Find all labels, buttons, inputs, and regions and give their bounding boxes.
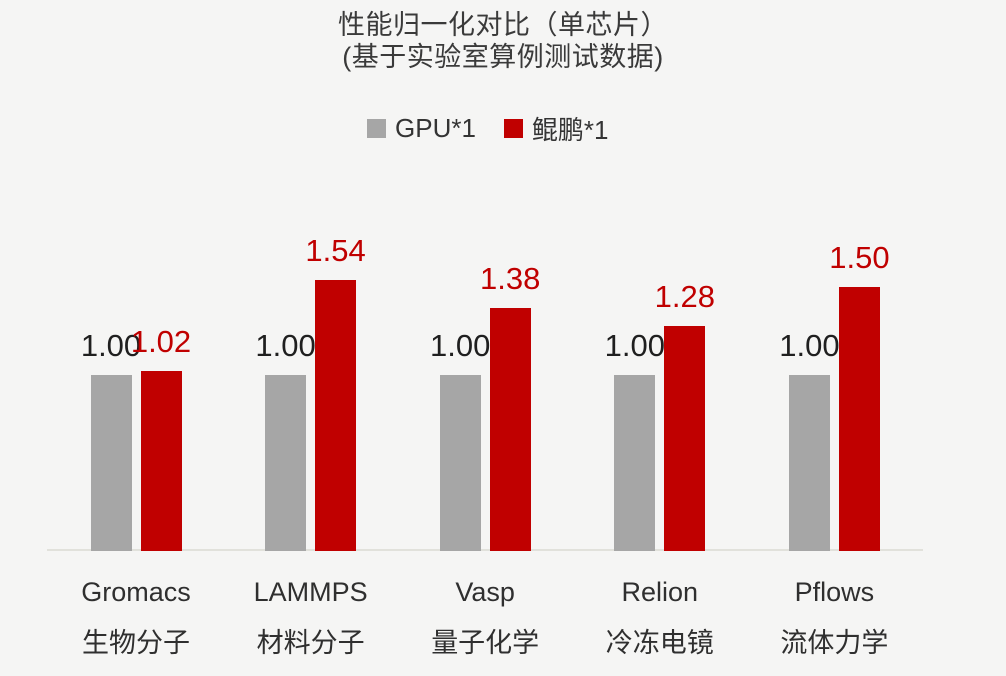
bar-gpu-pflows (788, 375, 830, 551)
category-label-gromacs: Gromacs (81, 577, 191, 607)
bar-value-label-gpu-relion: 1.00 (604, 328, 665, 363)
bar-gpu-gromacs (90, 375, 132, 551)
category-sublabel-lammps: 材料分子 (256, 628, 365, 658)
legend-swatch-gpu (367, 118, 386, 138)
chart-title-line2: (基于实验室算例测试数据) (342, 42, 664, 72)
category-sublabel-relion: 冷冻电镜 (605, 628, 714, 658)
legend-item-kunpeng: 鲲鹏*1 (503, 110, 609, 147)
bar-value-label-kunpeng-relion: 1.28 (654, 279, 715, 314)
category-sublabel-vasp: 量子化学 (431, 628, 540, 658)
chart-title: 性能归一化对比（单芯片） (基于实验室算例测试数据) (0, 9, 1006, 73)
legend-label-kunpeng: 鲲鹏*1 (531, 114, 609, 145)
bar-value-label-kunpeng-pflows: 1.50 (829, 240, 890, 275)
category-sublabel-gromacs: 生物分子 (82, 628, 190, 658)
bar-kunpeng-pflows (838, 287, 880, 551)
bar-kunpeng-relion (664, 326, 706, 551)
category-sublabel-pflows: 流体力学 (780, 628, 889, 658)
category-label-relion: Relion (621, 577, 699, 607)
bar-value-label-kunpeng-vasp: 1.38 (480, 261, 541, 296)
legend: GPU*1 鲲鹏*1 (367, 110, 609, 147)
bar-value-label-gpu-vasp: 1.00 (430, 328, 491, 363)
bar-value-label-gpu-gromacs: 1.00 (80, 328, 142, 363)
bar-gpu-vasp (439, 375, 481, 551)
category-label-lammps: LAMMPS (253, 577, 368, 607)
bar-kunpeng-gromacs (140, 371, 182, 551)
bar-gpu-relion (614, 375, 656, 551)
bar-value-label-kunpeng-lammps: 1.54 (305, 233, 366, 268)
category-label-pflows: Pflows (794, 577, 875, 607)
legend-label-gpu: GPU*1 (395, 112, 476, 143)
x-axis-line (47, 549, 923, 551)
category-label-vasp: Vasp (455, 577, 515, 607)
chart-title-line1: 性能归一化对比（单芯片） (338, 10, 668, 40)
bar-value-label-kunpeng-gromacs: 1.02 (130, 324, 192, 359)
bar-value-label-gpu-pflows: 1.00 (779, 328, 840, 363)
legend-item-gpu: GPU*1 (367, 113, 476, 144)
bar-gpu-lammps (265, 375, 307, 551)
legend-swatch-kunpeng (503, 118, 523, 138)
bar-kunpeng-lammps (315, 280, 357, 551)
bar-value-label-gpu-lammps: 1.00 (255, 328, 316, 363)
bar-kunpeng-vasp (489, 308, 531, 551)
